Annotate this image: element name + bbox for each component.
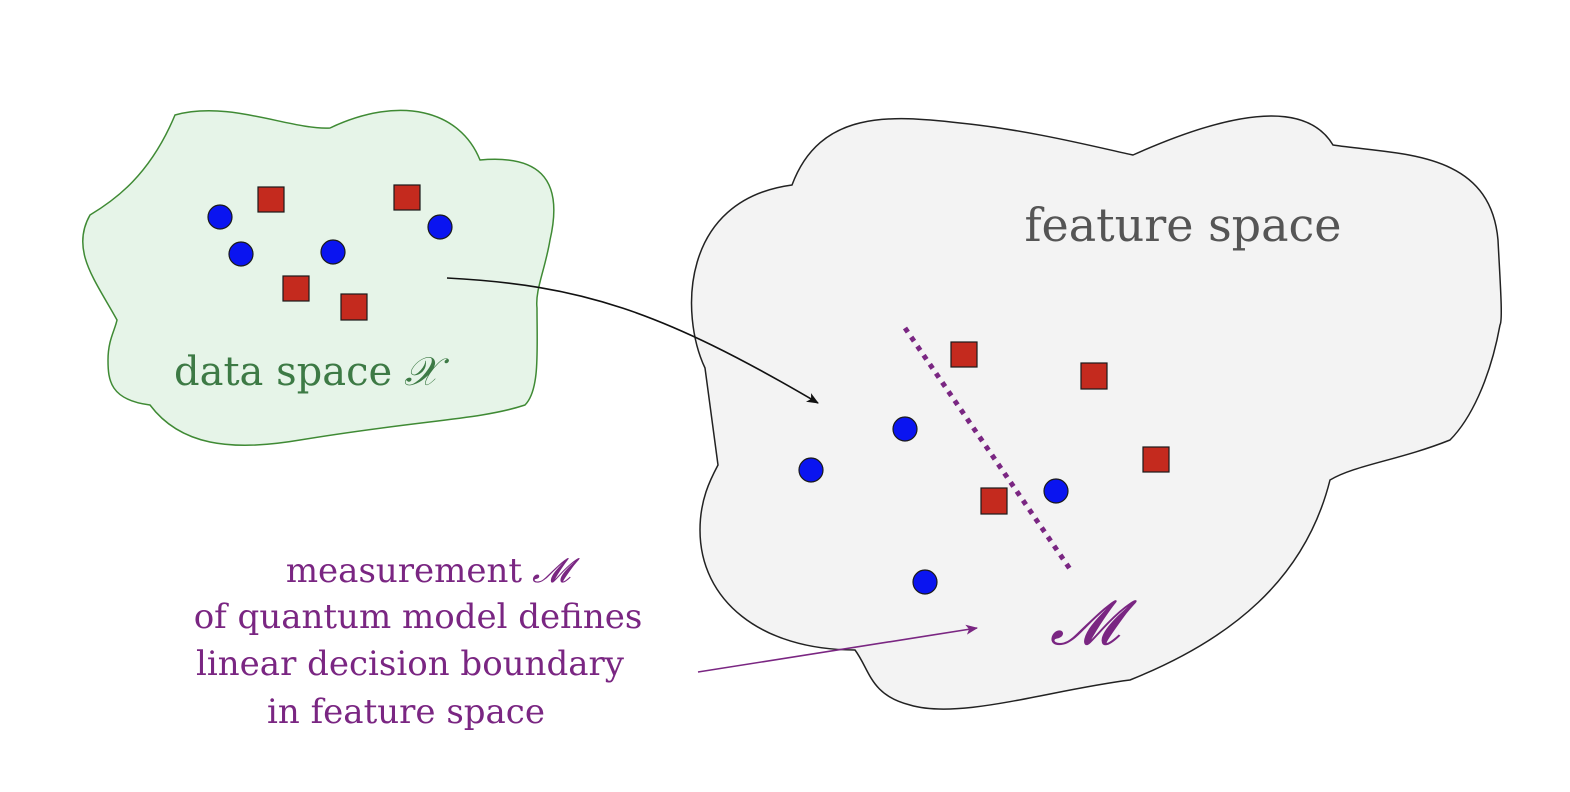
caption-line-4: in feature space [267, 692, 545, 732]
data-space-region [81, 109, 555, 447]
data-point-square [257, 186, 285, 213]
caption-pointer-arrow [697, 624, 978, 673]
data-point-square [393, 184, 421, 211]
feature-map-arrow [446, 277, 819, 404]
data-point-circle [228, 241, 254, 267]
caption-line-1-text: measurement [286, 551, 523, 591]
feature-point-circle [892, 416, 918, 442]
data-point-circle [320, 239, 346, 265]
caption-line-2: of quantum model defines [194, 597, 643, 637]
feature-point-circle [912, 569, 938, 595]
caption: measurement 𝓜 of quantum model defines li… [194, 551, 643, 732]
feature-point-square [1080, 362, 1108, 390]
feature-space-points [798, 341, 1170, 595]
feature-space-region [690, 115, 1503, 710]
data-point-circle [207, 204, 233, 230]
decision-boundary-line [902, 326, 1075, 574]
feature-space-label: feature space [1024, 198, 1341, 252]
caption-line-1: measurement 𝓜 [286, 551, 580, 591]
feature-point-square [1142, 446, 1170, 473]
data-space-label-text: data space [174, 349, 392, 395]
data-point-square [282, 275, 310, 302]
feature-point-square [980, 487, 1008, 515]
caption-line-1-symbol: 𝓜 [532, 551, 580, 591]
feature-point-circle [798, 457, 824, 483]
data-space-points [207, 184, 453, 321]
caption-line-3: linear decision boundary [196, 644, 625, 684]
data-space-label: data space 𝒳 [174, 349, 450, 395]
data-point-circle [427, 214, 453, 240]
data-point-square [340, 293, 368, 321]
feature-point-square [950, 341, 978, 368]
feature-point-circle [1043, 478, 1069, 504]
